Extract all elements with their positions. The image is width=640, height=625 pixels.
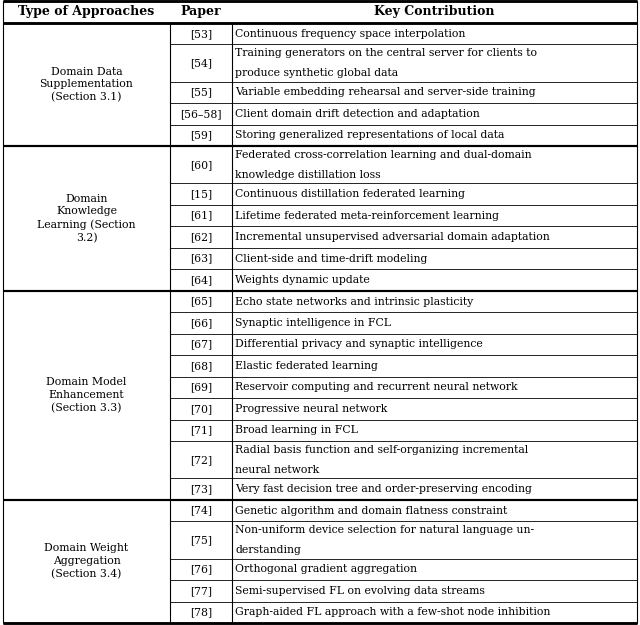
Text: Incremental unsupervised adversarial domain adaptation: Incremental unsupervised adversarial dom… [235, 232, 550, 242]
Text: [54]: [54] [190, 58, 212, 68]
Text: knowledge distillation loss: knowledge distillation loss [235, 170, 381, 180]
Text: Domain
Knowledge
Learning (Section
3.2): Domain Knowledge Learning (Section 3.2) [37, 194, 136, 243]
Text: Key Contribution: Key Contribution [374, 6, 495, 19]
Text: Synaptic intelligence in FCL: Synaptic intelligence in FCL [235, 318, 391, 328]
Text: Radial basis function and self-organizing incremental: Radial basis function and self-organizin… [235, 445, 528, 455]
Text: Client-side and time-drift modeling: Client-side and time-drift modeling [235, 254, 428, 264]
Text: [74]: [74] [190, 506, 212, 516]
Text: Weights dynamic update: Weights dynamic update [235, 275, 370, 285]
Text: Reservoir computing and recurrent neural network: Reservoir computing and recurrent neural… [235, 382, 518, 392]
Text: [73]: [73] [190, 484, 212, 494]
Text: Echo state networks and intrinsic plasticity: Echo state networks and intrinsic plasti… [235, 296, 473, 306]
Text: Client domain drift detection and adaptation: Client domain drift detection and adapta… [235, 109, 480, 119]
Text: Domain Weight
Aggregation
(Section 3.4): Domain Weight Aggregation (Section 3.4) [44, 543, 129, 579]
Text: [64]: [64] [190, 275, 212, 285]
Text: Elastic federated learning: Elastic federated learning [235, 361, 378, 371]
Text: Non-uniform device selection for natural language un-: Non-uniform device selection for natural… [235, 525, 534, 535]
Text: [60]: [60] [190, 160, 212, 170]
Text: derstanding: derstanding [235, 545, 301, 555]
Text: [59]: [59] [190, 131, 212, 141]
Text: Graph-aided FL approach with a few-shot node inhibition: Graph-aided FL approach with a few-shot … [235, 608, 550, 618]
Text: Variable embedding rehearsal and server-side training: Variable embedding rehearsal and server-… [235, 88, 536, 98]
Text: Type of Approaches: Type of Approaches [19, 6, 155, 19]
Text: Training generators on the central server for clients to: Training generators on the central serve… [235, 48, 537, 58]
Text: Storing generalized representations of local data: Storing generalized representations of l… [235, 131, 504, 141]
Text: [69]: [69] [190, 382, 212, 392]
Text: Differential privacy and synaptic intelligence: Differential privacy and synaptic intell… [235, 339, 483, 349]
Text: Domain Model
Enhancement
(Section 3.3): Domain Model Enhancement (Section 3.3) [46, 378, 127, 413]
Text: Domain Data
Supplementation
(Section 3.1): Domain Data Supplementation (Section 3.1… [40, 67, 133, 102]
Text: [70]: [70] [190, 404, 212, 414]
Text: [55]: [55] [190, 88, 212, 98]
Text: Federated cross-correlation learning and dual-domain: Federated cross-correlation learning and… [235, 150, 532, 160]
Text: Progressive neural network: Progressive neural network [235, 404, 387, 414]
Text: Lifetime federated meta-reinforcement learning: Lifetime federated meta-reinforcement le… [235, 211, 499, 221]
Text: [61]: [61] [190, 211, 212, 221]
Text: [76]: [76] [190, 564, 212, 574]
Text: [67]: [67] [190, 339, 212, 349]
Text: [75]: [75] [190, 535, 212, 545]
Text: Continuous distillation federated learning: Continuous distillation federated learni… [235, 189, 465, 199]
Text: Orthogonal gradient aggregation: Orthogonal gradient aggregation [235, 564, 417, 574]
Text: Genetic algorithm and domain flatness constraint: Genetic algorithm and domain flatness co… [235, 506, 508, 516]
Text: [56–58]: [56–58] [180, 109, 221, 119]
Text: neural network: neural network [235, 465, 319, 475]
Text: [53]: [53] [190, 29, 212, 39]
Text: Continuous frequency space interpolation: Continuous frequency space interpolation [235, 29, 465, 39]
Text: Semi-supervised FL on evolving data streams: Semi-supervised FL on evolving data stre… [235, 586, 485, 596]
Text: [65]: [65] [190, 296, 212, 306]
Text: [77]: [77] [190, 586, 212, 596]
Text: [63]: [63] [190, 254, 212, 264]
Text: [15]: [15] [190, 189, 212, 199]
Text: [62]: [62] [190, 232, 212, 242]
Text: [66]: [66] [190, 318, 212, 328]
Text: [68]: [68] [190, 361, 212, 371]
Text: [72]: [72] [190, 455, 212, 465]
Text: Broad learning in FCL: Broad learning in FCL [235, 426, 358, 436]
Text: [78]: [78] [190, 608, 212, 618]
Text: Paper: Paper [180, 6, 221, 19]
Text: [71]: [71] [190, 426, 212, 436]
Text: produce synthetic global data: produce synthetic global data [235, 68, 398, 78]
Text: Very fast decision tree and order-preserving encoding: Very fast decision tree and order-preser… [235, 484, 532, 494]
